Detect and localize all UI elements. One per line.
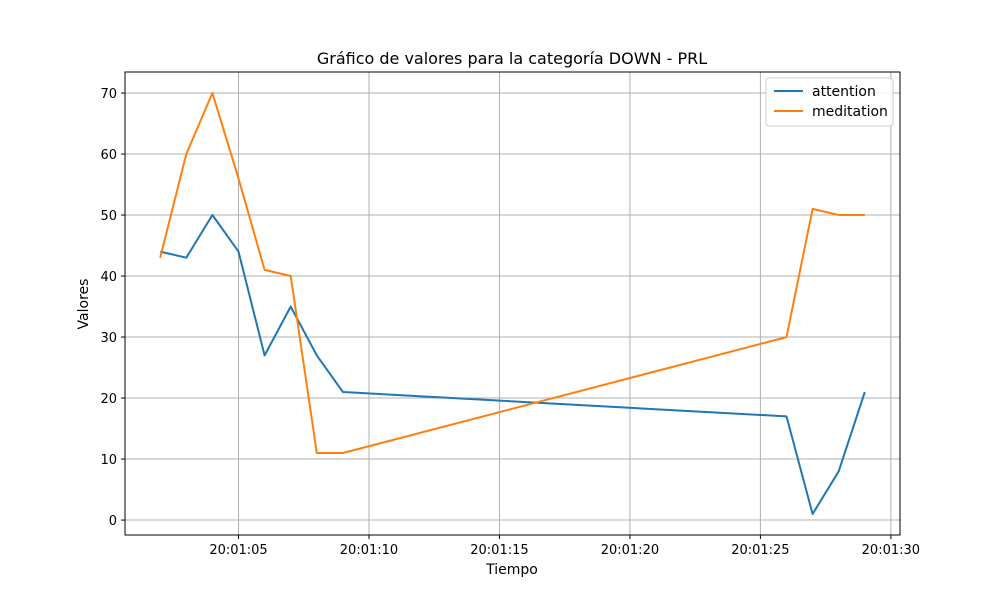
x-axis-label: Tiempo xyxy=(485,562,538,578)
x-tick-label: 20:01:30 xyxy=(862,543,920,558)
y-tick-label: 20 xyxy=(100,392,117,407)
y-tick-label: 60 xyxy=(100,148,117,163)
y-tick-label: 40 xyxy=(100,270,117,285)
x-tick-label: 20:01:10 xyxy=(340,543,398,558)
legend-label-attention: attention xyxy=(812,84,876,100)
chart-title: Gráfico de valores para la categoría DOW… xyxy=(317,49,707,68)
grid xyxy=(125,72,900,535)
x-tick-label: 20:01:25 xyxy=(731,543,789,558)
y-tick-label: 30 xyxy=(100,331,117,346)
y-tick-label: 10 xyxy=(100,453,117,468)
x-tick-label: 20:01:20 xyxy=(601,543,659,558)
y-tick-label: 0 xyxy=(109,514,117,529)
plot-frame xyxy=(124,71,901,536)
series-line-meditation xyxy=(159,92,865,454)
legend-label-meditation: meditation xyxy=(812,104,888,120)
y-tick-label: 50 xyxy=(100,209,117,224)
series-lines xyxy=(159,92,866,515)
y-tick-label: 70 xyxy=(100,87,117,102)
x-tick-label: 20:01:05 xyxy=(209,543,267,558)
x-tick-label: 20:01:15 xyxy=(470,543,528,558)
y-axis-label: Valores xyxy=(76,279,92,330)
series-line-attention xyxy=(159,214,866,515)
axis-ticks: 20:01:05 20:01:10 20:01:15 20:01:20 20:01:25… xyxy=(100,87,920,558)
legend: attention meditation xyxy=(765,77,894,127)
